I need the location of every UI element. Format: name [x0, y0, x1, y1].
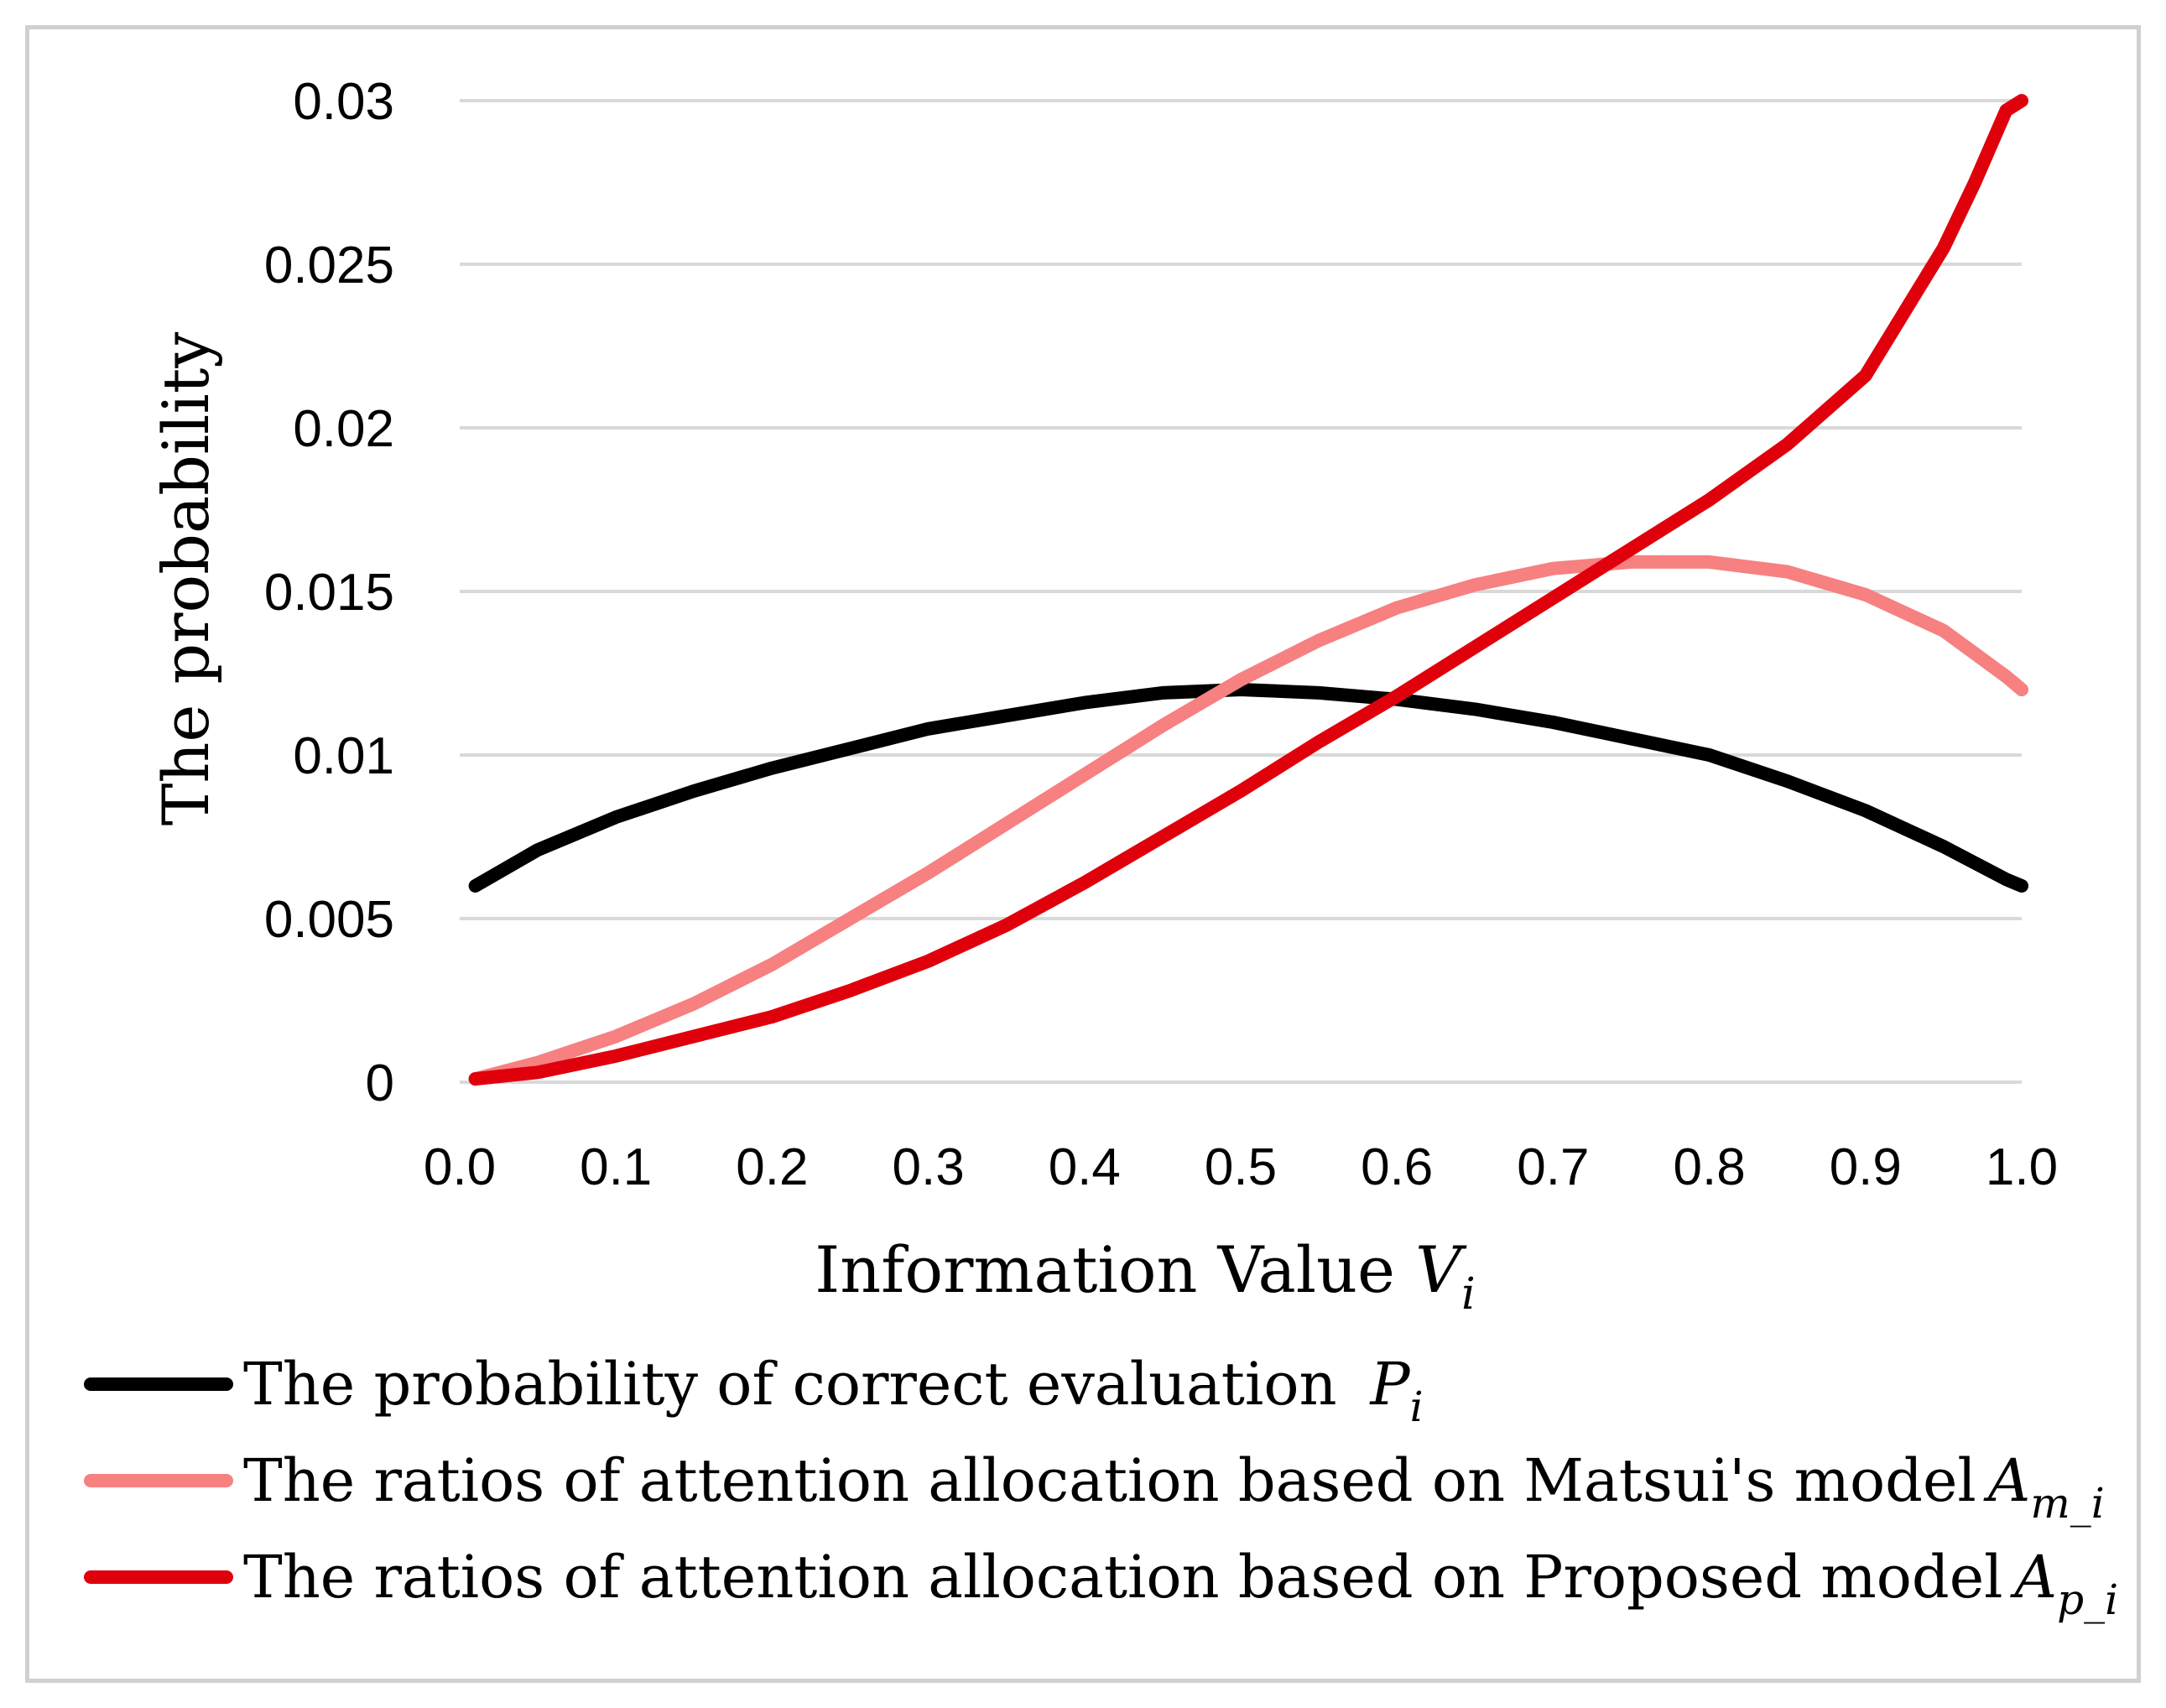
x-tick-label: 0.9 [1830, 1138, 1902, 1196]
x-tick-label: 1.0 [1986, 1138, 2058, 1196]
x-tick-label: 0.3 [892, 1138, 964, 1196]
y-tick-label: 0 [366, 1054, 394, 1112]
legend-subscript: m_i [2030, 1479, 2104, 1528]
x-axis-label-text: Information Value [815, 1232, 1395, 1307]
x-tick-label: 0.1 [580, 1138, 652, 1196]
legend-entry: The ratios of attention allocation based… [243, 1446, 2105, 1528]
legend-subscript: i [1410, 1383, 1424, 1431]
legend-label: The ratios of attention allocation based… [243, 1446, 1976, 1515]
y-tick-label: 0.01 [293, 727, 394, 785]
series-line-3 [468, 94, 2028, 1086]
y-tick-label: 0.03 [293, 73, 394, 131]
legend-symbol: P [1369, 1350, 1412, 1419]
x-tick-label: 0.7 [1517, 1138, 1589, 1196]
legend-label: The ratios of attention allocation based… [243, 1543, 2003, 1612]
x-tick-label: 0.2 [736, 1138, 808, 1196]
x-tick-label: 0.8 [1673, 1138, 1745, 1196]
x-tick-label: 0.6 [1361, 1138, 1433, 1196]
x-tick-label: 0.5 [1205, 1138, 1277, 1196]
legend-symbol: A [1983, 1446, 2031, 1515]
legend-symbol: A [2010, 1543, 2058, 1612]
legend-subscript: p_i [2057, 1575, 2118, 1624]
x-axis-label: Information Value Vi [815, 1232, 1475, 1320]
x-tick-label: 0.4 [1049, 1138, 1121, 1196]
y-axis-label: The probability [148, 332, 223, 826]
y-tick-label: 0.015 [264, 564, 394, 622]
legend-entry: The ratios of attention allocation based… [243, 1543, 2118, 1624]
legend-label: The probability of correct evaluation [243, 1350, 1337, 1419]
legend: The probability of correct evaluation PiT… [84, 1350, 2118, 1624]
y-tick-label: 0.025 [264, 237, 394, 294]
y-tick-labels: 0 0.005 0.01 0.015 0.02 0.025 0.03 [264, 73, 394, 1112]
legend-entry: The probability of correct evaluation Pi [243, 1350, 1424, 1431]
gridlines [460, 99, 2022, 1084]
x-tick-label: 0.0 [424, 1138, 496, 1196]
series-line-2 [468, 555, 2028, 1086]
y-tick-label: 0.005 [264, 891, 394, 949]
y-tick-label: 0.02 [293, 400, 394, 458]
data-series [468, 94, 2028, 1086]
x-axis-subscript: i [1461, 1269, 1476, 1320]
series-line-1 [468, 683, 2028, 893]
chart-frame [25, 25, 2141, 1683]
x-axis-symbol: V [1415, 1232, 1467, 1307]
x-tick-labels: 0.0 0.1 0.2 0.3 0.4 0.5 0.6 0.7 0.8 0.9 1.0 [424, 1138, 2058, 1196]
